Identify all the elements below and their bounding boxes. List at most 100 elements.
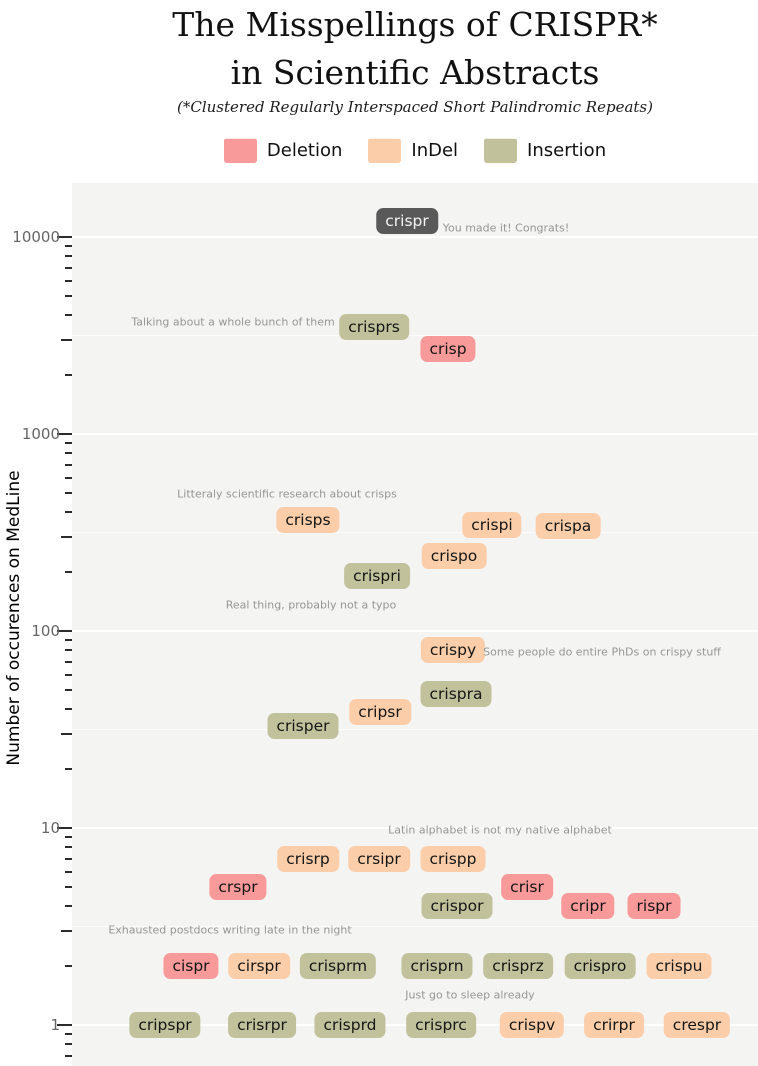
y-axis-minor-tick (65, 767, 72, 770)
misspelling-box-crsipr: crsipr (348, 845, 410, 872)
chart-title-line1: The Misspellings of CRISPR* (172, 5, 658, 44)
misspelling-box-crispp: crispp (420, 845, 486, 872)
misspelling-box-crispv: crispv (499, 1012, 565, 1038)
y-axis-tick-label: 1000 (21, 425, 60, 443)
legend-item-indel: InDel (368, 138, 458, 163)
misspelling-box-cispr: cispr (163, 952, 219, 979)
misspelling-box-crisps: crisps (276, 507, 340, 534)
annotation: Exhausted postdocs writing late in the n… (108, 923, 352, 937)
y-axis-tick-label: 10000 (12, 228, 60, 246)
chart-subtitle: (*Clustered Regularly Interspaced Short … (177, 98, 653, 116)
misspelling-box-crispo: crispo (421, 543, 487, 570)
misspelling-box-crisprn: crisprn (401, 952, 473, 979)
y-axis-minor-tick (65, 314, 72, 317)
y-axis-minor-tick (65, 964, 72, 967)
y-axis-tick-label: 1 (50, 1016, 60, 1034)
y-axis-minor-tick (65, 279, 72, 282)
misspelling-box-crisper: crisper (267, 712, 339, 739)
y-axis-minor-tick (65, 1033, 72, 1035)
misspelling-box-crespr: crespr (663, 1012, 731, 1038)
misspelling-box-rispr: rispr (627, 893, 681, 920)
gridline-minor (72, 532, 758, 534)
gridline-major (72, 630, 758, 632)
gridline-major (72, 433, 758, 435)
annotation: Litteraly scientific research about cris… (177, 487, 397, 501)
gridline-minor (72, 926, 758, 928)
y-axis-major-tick (57, 1023, 72, 1027)
y-axis-minor-tick (61, 339, 72, 341)
misspelling-box-crisprs: crisprs (339, 313, 409, 340)
annotation: Some people do entire PhDs on crispy stu… (483, 645, 721, 659)
y-axis-minor-tick (65, 266, 72, 269)
annotation: Real thing, probably not a typo (225, 598, 397, 612)
y-axis-minor-tick (65, 660, 72, 663)
annotation: You made it! Congrats! (442, 221, 570, 235)
misspelling-box-crisprm: crisprm (299, 952, 377, 979)
chart-title-line2: in Scientific Abstracts (230, 53, 600, 92)
misspelling-box-crispa: crispa (535, 513, 601, 540)
y-axis-major-tick (57, 432, 72, 436)
y-axis-minor-tick (65, 1043, 72, 1046)
y-axis-minor-tick (65, 857, 72, 860)
y-axis-minor-tick (65, 1054, 72, 1057)
misspelling-box-crisprz: crisprz (483, 952, 553, 979)
misspelling-box-crspr: crspr (209, 874, 267, 901)
misspelling-box-crispi: crispi (462, 512, 522, 539)
legend-swatch-insertion (484, 138, 518, 163)
legend-swatch-indel (368, 138, 402, 163)
legend-item-deletion: Deletion (223, 138, 342, 163)
y-axis-major-tick (57, 826, 72, 830)
y-axis-minor-tick (65, 295, 72, 298)
legend-swatch-deletion (223, 138, 257, 163)
y-axis-minor-tick (65, 442, 72, 444)
annotation: Just go to sleep already (405, 988, 535, 1002)
y-axis-major-tick (57, 629, 72, 633)
legend-item-insertion: Insertion (484, 138, 606, 163)
legend-label: Insertion (527, 140, 607, 161)
y-axis-minor-tick (65, 452, 72, 455)
gridline-minor (72, 138, 758, 140)
y-axis-minor-tick (61, 536, 72, 538)
misspelling-box-cripspr: cripspr (129, 1012, 201, 1038)
misspelling-box-crispra: crispra (420, 680, 492, 707)
y-axis-tick-label: 100 (31, 622, 60, 640)
annotation: Latin alphabet is not my native alphabet (388, 823, 612, 837)
misspelling-box-crispri: crispri (344, 563, 410, 590)
gridline-minor (72, 729, 758, 731)
y-axis-minor-tick (65, 689, 72, 692)
misspelling-box-cripr: cripr (561, 893, 615, 920)
y-axis-minor-tick (65, 886, 72, 889)
legend-label: InDel (411, 140, 459, 161)
y-axis-minor-tick (65, 905, 72, 908)
y-axis-minor-tick (65, 373, 72, 376)
y-axis-minor-tick (65, 708, 72, 711)
misspelling-box-crisprc: crisprc (406, 1012, 476, 1038)
annotation: Talking about a whole bunch of them (131, 315, 335, 329)
y-axis-minor-tick (61, 733, 72, 735)
gridline-minor (72, 335, 758, 337)
y-axis-minor-tick (65, 463, 72, 466)
misspelling-box-crisr: crisr (501, 874, 553, 901)
misspelling-box-crispy: crispy (420, 637, 486, 664)
legend: Deletion InDel Insertion (72, 138, 758, 163)
y-axis-major-tick (57, 235, 72, 239)
misspelling-box-crirpr: crirpr (584, 1012, 644, 1038)
y-axis-minor-tick (65, 255, 72, 258)
y-axis-minor-tick (65, 476, 72, 479)
y-axis-minor-tick (61, 930, 72, 932)
gridline-major (72, 236, 758, 238)
y-axis-minor-tick (65, 570, 72, 573)
y-axis-minor-tick (65, 673, 72, 676)
misspelling-box-crisp: crisp (420, 336, 476, 363)
y-axis-tick-label: 10 (40, 819, 60, 837)
misspelling-box-crispro: crispro (564, 952, 636, 979)
misspelling-box-cripsr: cripsr (349, 698, 411, 725)
y-axis-minor-tick (65, 245, 72, 247)
y-axis-minor-tick (65, 492, 72, 495)
y-axis-title: Number of occurences on MedLine (4, 470, 24, 766)
misspelling-box-cirspr: cirspr (228, 952, 290, 979)
gridline-major (72, 827, 758, 829)
misspelling-box-crisprd: crisprd (314, 1012, 386, 1038)
misspelling-box-crispor: crispor (421, 893, 493, 920)
